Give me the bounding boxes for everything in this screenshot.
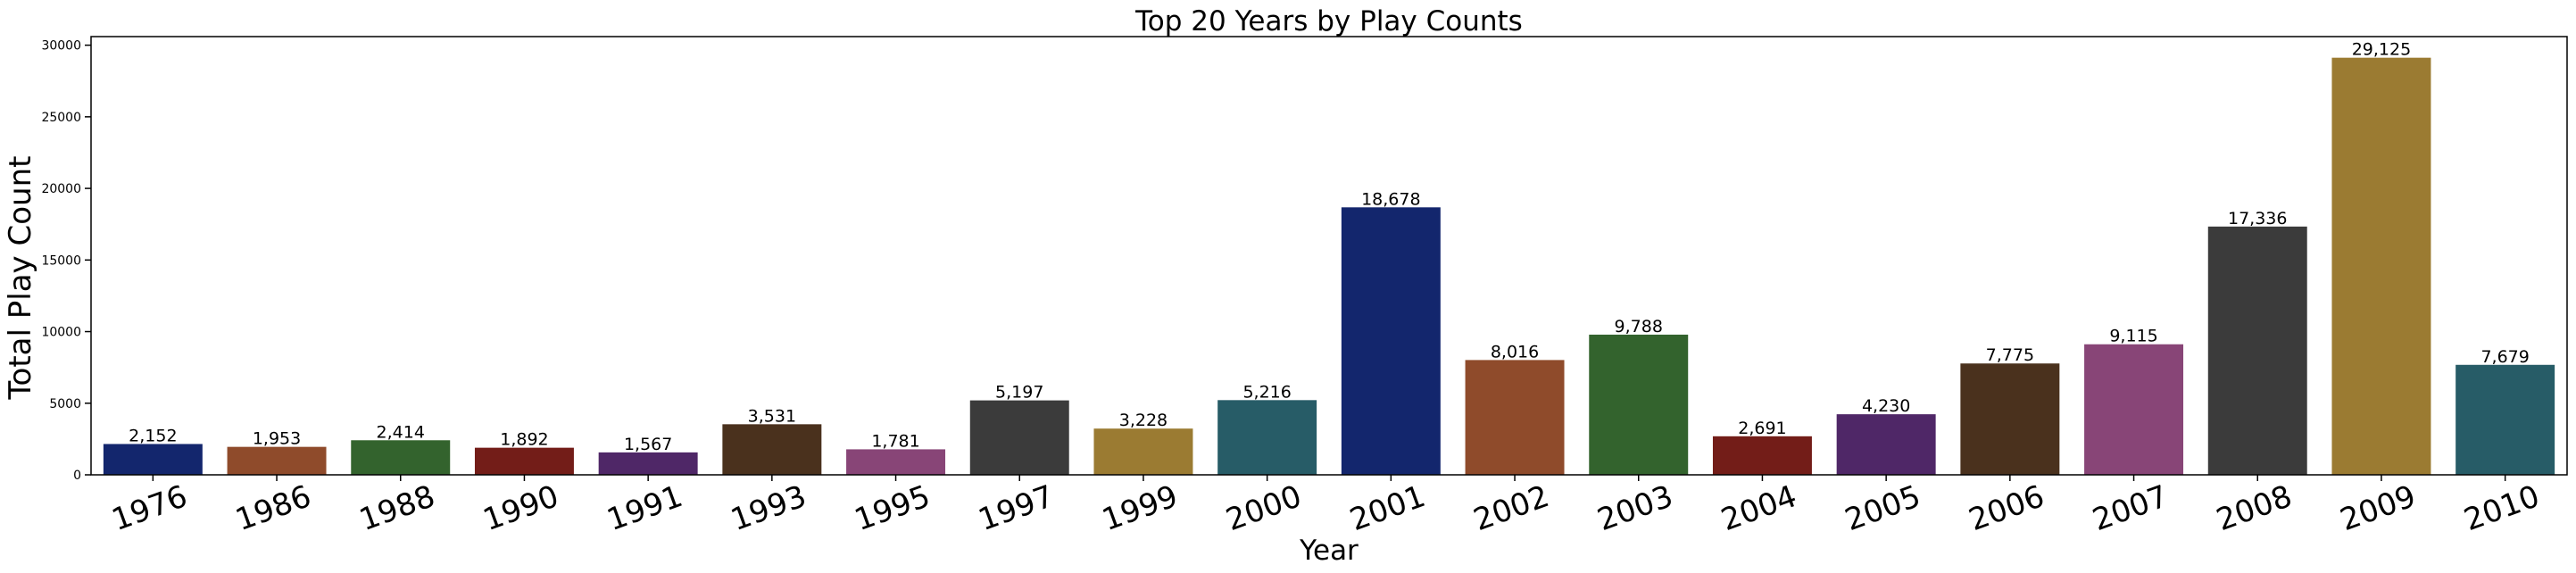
bar-2001 xyxy=(1341,207,1441,476)
data-label-2003: 9,788 xyxy=(1615,317,1663,336)
x-tick-label-2002: 2002 xyxy=(1469,478,1554,538)
x-tick-label-2005: 2005 xyxy=(1841,478,1925,538)
data-label-2004: 2,691 xyxy=(1738,419,1786,438)
x-tick-label-2000: 2000 xyxy=(1221,478,1306,538)
bar-1976 xyxy=(103,444,203,475)
x-tick-label-2009: 2009 xyxy=(2336,478,2421,538)
x-tick-label-1976: 1976 xyxy=(107,478,192,538)
data-label-2001: 18,678 xyxy=(1361,189,1420,209)
x-tick-label-1999: 1999 xyxy=(1098,478,1183,538)
x-tick-label-2004: 2004 xyxy=(1716,478,1801,538)
data-label-2009: 29,125 xyxy=(2352,40,2411,60)
x-tick-label-2001: 2001 xyxy=(1345,478,1430,538)
bar-2008 xyxy=(2207,226,2307,475)
bar-1986 xyxy=(227,446,327,475)
data-label-2000: 5,216 xyxy=(1242,382,1291,402)
data-label-2008: 17,336 xyxy=(2228,209,2287,228)
data-label-1995: 1,781 xyxy=(871,431,919,451)
plot-frame xyxy=(90,36,2568,476)
y-tick-label-20000: 20000 xyxy=(41,182,81,196)
data-label-1986: 1,953 xyxy=(253,429,301,449)
data-label-1997: 5,197 xyxy=(995,383,1043,403)
data-label-2005: 4,230 xyxy=(1862,396,1910,416)
data-label-1991: 1,567 xyxy=(624,435,672,454)
x-tick-label-2003: 2003 xyxy=(1592,478,1677,538)
y-tick-label-15000: 15000 xyxy=(41,253,81,268)
y-axis-ticks: 0 5000 10000 15000 20000 25000 30000 xyxy=(41,39,91,483)
bar-2003 xyxy=(1589,334,1689,475)
x-tick-label-2007: 2007 xyxy=(2088,478,2173,538)
x-tick-label-1986: 1986 xyxy=(231,478,316,538)
x-tick-label-2006: 2006 xyxy=(1965,478,2049,538)
bar-1990 xyxy=(474,447,574,475)
y-tick-label-10000: 10000 xyxy=(41,326,81,340)
y-axis-label: Total Play Count xyxy=(3,156,38,401)
chart-title: Top 20 Years by Play Counts xyxy=(1134,5,1523,37)
x-axis-ticks: 1976 1986 1988 1990 1991 1993 1995 1997 1999 2000… xyxy=(107,475,2544,538)
x-tick-label-1993: 1993 xyxy=(727,478,811,538)
bar-2007 xyxy=(2084,344,2184,475)
bar-2000 xyxy=(1217,400,1317,475)
x-tick-label-1988: 1988 xyxy=(354,478,439,538)
data-label-1990: 1,892 xyxy=(500,430,548,450)
data-label-2002: 8,016 xyxy=(1491,342,1539,361)
x-tick-label-1990: 1990 xyxy=(478,478,563,538)
bar-2005 xyxy=(1836,414,1936,475)
bar-1993 xyxy=(722,424,822,475)
data-labels-layer: 2,152 1,953 2,414 1,892 1,567 3,531 1,781 5,197… xyxy=(129,40,2530,454)
data-label-1993: 3,531 xyxy=(748,406,796,426)
bar-1991 xyxy=(598,452,698,475)
x-tick-label-2010: 2010 xyxy=(2459,478,2544,538)
y-tick-label-30000: 30000 xyxy=(41,39,81,54)
x-tick-label-1997: 1997 xyxy=(974,478,1059,538)
x-axis-label: Year xyxy=(1299,535,1359,567)
bar-2010 xyxy=(2456,364,2555,475)
bar-2006 xyxy=(1960,363,2060,475)
y-tick-label-0: 0 xyxy=(73,469,81,483)
bar-2009 xyxy=(2331,57,2431,476)
bar-1997 xyxy=(969,400,1069,475)
x-tick-label-1995: 1995 xyxy=(850,478,935,538)
bar-1999 xyxy=(1093,428,1193,475)
y-tick-label-25000: 25000 xyxy=(41,111,81,125)
y-tick-label-5000: 5000 xyxy=(49,397,81,411)
x-tick-label-1991: 1991 xyxy=(602,478,687,538)
bar-1995 xyxy=(846,449,946,475)
data-label-1988: 2,414 xyxy=(377,422,425,442)
data-label-1976: 2,152 xyxy=(129,426,177,445)
data-label-1999: 3,228 xyxy=(1119,411,1168,430)
bar-2002 xyxy=(1465,360,1565,475)
data-label-2010: 7,679 xyxy=(2480,347,2529,367)
bar-2004 xyxy=(1712,436,1812,475)
bar-1988 xyxy=(351,440,451,475)
data-label-2007: 9,115 xyxy=(2109,327,2157,346)
x-tick-label-2008: 2008 xyxy=(2212,478,2297,538)
data-label-2006: 7,775 xyxy=(1986,345,2034,365)
bars-layer xyxy=(103,57,2555,476)
